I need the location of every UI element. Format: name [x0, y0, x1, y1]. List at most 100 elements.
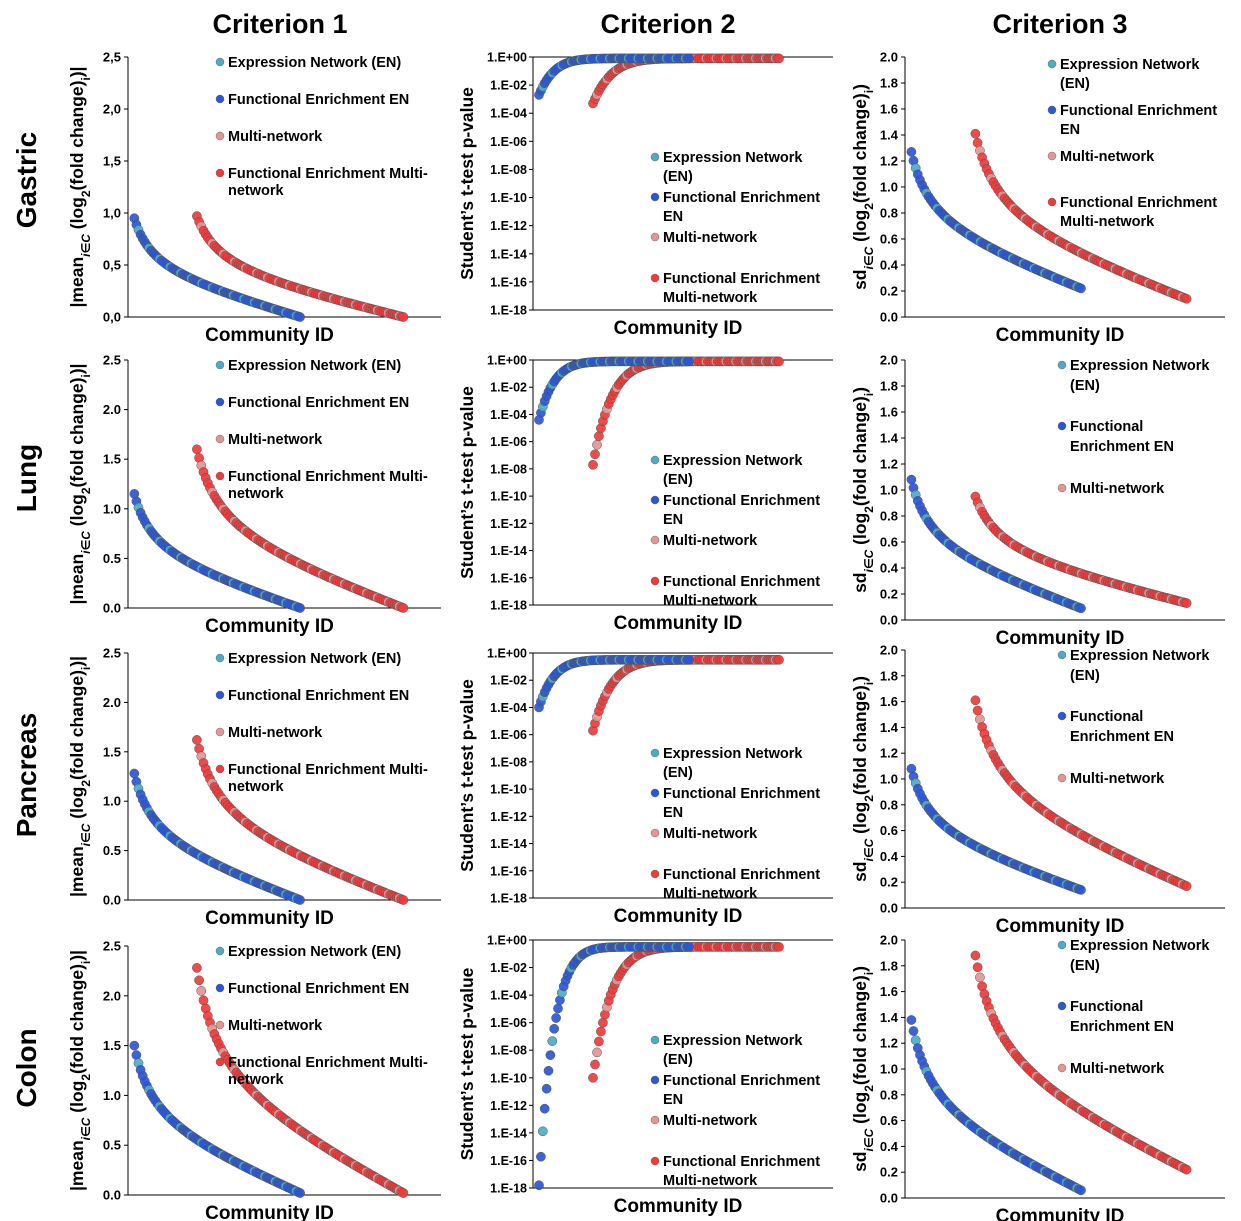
- legend-marker: [650, 1115, 660, 1125]
- y-tick-label: 1.E-08: [490, 755, 527, 769]
- legend-marker: [650, 1035, 660, 1045]
- y-axis-label-part: i: [79, 374, 93, 377]
- y-tick-label: 1.E-14: [490, 247, 527, 261]
- legend-label: Expression Network (EN): [228, 358, 401, 374]
- y-tick-label: 1.5: [103, 744, 121, 759]
- y-tick-label: 1.E-16: [490, 1154, 527, 1168]
- expression-network-point: [131, 1050, 142, 1060]
- expression-network-point: [908, 1026, 919, 1036]
- legend-label: Multi-network: [228, 129, 323, 145]
- y-tick-label: 2.0: [880, 643, 898, 658]
- legend-label: Functional Enrichment: [663, 190, 820, 206]
- y-axis-label: sdi∈C (log2(fold change)i): [850, 84, 876, 290]
- multi-network-point: [774, 53, 784, 64]
- legend-label: Multi-network: [1070, 1061, 1165, 1077]
- legend-label: Multi-network: [663, 1113, 758, 1129]
- panel-pancreas-criterion-3: 0.0 0.2 0.4 0.6 0.8 1.0 1.2 1.4 1.6 1.8 2.0 Communi…: [850, 643, 1225, 937]
- y-tick-label: 0.6: [880, 232, 898, 247]
- legend-label: (EN): [663, 472, 693, 488]
- y-tick-label: 2.5: [103, 646, 121, 661]
- legend-label: Expression Network: [663, 453, 803, 469]
- y-axis-label-part: (log: [850, 513, 870, 550]
- legend-marker: [1047, 151, 1057, 161]
- multi-network-point: [398, 1188, 409, 1198]
- y-tick-label: 0.5: [103, 1138, 121, 1153]
- y-tick-label: 1.E-06: [490, 1016, 527, 1030]
- multi-network-point: [590, 449, 600, 460]
- legend-marker: [215, 690, 225, 700]
- legend-label: Functional: [1070, 999, 1143, 1015]
- y-axis-label: sdi∈C (log2(fold change)i): [850, 676, 876, 882]
- y-axis-label: Student’s t-test p-value: [457, 679, 477, 872]
- expression-network-point: [684, 942, 694, 952]
- expression-network-point: [534, 1180, 544, 1191]
- y-tick-label: 0.0: [880, 613, 898, 628]
- y-tick-label: 2,0: [103, 102, 121, 117]
- y-axis-label-part: 2: [79, 1074, 93, 1081]
- legend-label: (EN): [1070, 958, 1100, 974]
- panel-gastric-criterion-2: 1.E-18 1.E-16 1.E-14 1.E-12 1.E-10 1.E-08 1.E-…: [457, 51, 833, 339]
- expression-network-point: [1076, 603, 1086, 614]
- y-axis-label-part: i∈C: [79, 1117, 93, 1140]
- legend-label: Functional Enrichment: [663, 493, 820, 509]
- legend-label: Multi-network: [228, 1018, 323, 1034]
- legend-label: Functional Enrichment Multi-: [228, 166, 428, 182]
- legend-label: Multi-network: [663, 230, 758, 246]
- y-tick-label: 1.E+00: [487, 934, 527, 948]
- multi-network-point: [774, 654, 784, 665]
- y-axis-label-part: 2: [79, 487, 93, 494]
- legend-label: Functional Enrichment: [1060, 103, 1217, 119]
- legend-label: Multi-network: [663, 533, 758, 549]
- y-axis-label-part: )|: [67, 656, 87, 667]
- y-axis-label-part: i∈C: [79, 531, 93, 554]
- y-tick-label: 1.0: [880, 772, 898, 787]
- multi-network-point: [398, 895, 409, 905]
- legend-label: EN: [663, 209, 683, 225]
- column-title-1: Criterion 1: [212, 9, 347, 39]
- y-tick-label: 1.E-08: [490, 462, 527, 476]
- y-tick-label: 2.0: [103, 402, 121, 417]
- expression-network-point: [543, 1065, 554, 1076]
- y-axis-label-part: i: [862, 393, 876, 396]
- multi-network-point: [972, 962, 983, 973]
- y-tick-label: 1.5: [103, 1038, 121, 1053]
- legend-label: EN: [663, 1092, 683, 1108]
- y-tick-label: 1.6: [880, 405, 898, 420]
- legend-label: Functional Enrichment EN: [228, 92, 409, 108]
- multi-network-point: [1181, 1164, 1192, 1175]
- y-tick-label: 0.4: [880, 849, 899, 864]
- expression-network-point: [906, 474, 917, 485]
- y-tick-label: 1.E-04: [490, 107, 527, 121]
- legend-marker: [215, 764, 225, 774]
- expression-network-point: [906, 147, 917, 157]
- x-axis-label: Community ID: [614, 613, 743, 634]
- y-axis-label-part: sd: [850, 861, 870, 881]
- y-tick-label: 1.6: [880, 984, 898, 999]
- legend-marker: [650, 576, 660, 586]
- panel-pancreas-criterion-2: 1.E-18 1.E-16 1.E-14 1.E-12 1.E-10 1.E-08 1.E-…: [457, 647, 833, 927]
- y-axis-label-part: i: [79, 961, 93, 964]
- y-tick-label: 1.E-10: [490, 1071, 527, 1085]
- y-tick-label: 1.E-04: [490, 408, 527, 422]
- y-tick-label: 0.0: [880, 1191, 898, 1206]
- legend-label: network: [228, 486, 285, 502]
- y-axis-label-part: (log: [67, 787, 87, 824]
- multi-network-point: [972, 705, 983, 716]
- y-tick-label: 1,0: [103, 206, 121, 221]
- legend-label: Expression Network: [1070, 938, 1210, 954]
- y-tick-label: 2.0: [103, 695, 121, 710]
- legend-marker: [215, 983, 225, 993]
- y-axis-label-part: 2: [862, 506, 876, 513]
- panel-colon-criterion-3: 0.0 0.2 0.4 0.6 0.8 1.0 1.2 1.4 1.6 1.8 2.0 Communi…: [850, 933, 1225, 1221]
- multi-network-point: [594, 1036, 604, 1047]
- multi-network-point: [598, 1017, 608, 1028]
- multi-network-point: [192, 963, 202, 973]
- y-axis-label: Student’s t-test p-value: [457, 967, 477, 1160]
- y-tick-label: 1.E-02: [490, 961, 527, 975]
- row-title-lung: Lung: [11, 444, 42, 512]
- y-axis-label-part: (log: [67, 1081, 87, 1118]
- y-axis-label-part: (log: [67, 197, 87, 234]
- multi-network-point: [192, 735, 202, 745]
- legend-marker: [650, 455, 660, 465]
